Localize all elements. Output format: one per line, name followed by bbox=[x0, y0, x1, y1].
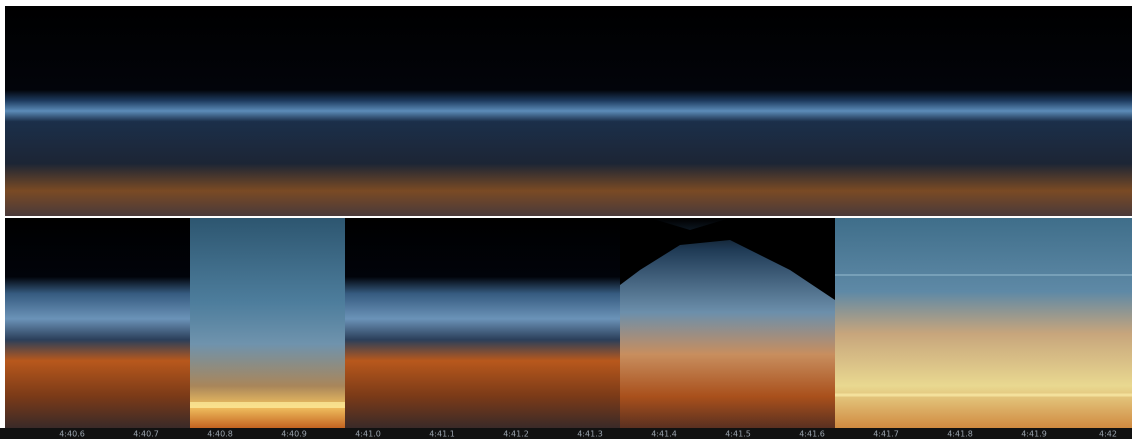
segment-shadow bbox=[620, 218, 835, 300]
time-label: 4:41.0 bbox=[355, 430, 381, 439]
time-label: 4:41.5 bbox=[725, 430, 751, 439]
time-label: 4:41.6 bbox=[799, 430, 825, 439]
time-label: 4:41.9 bbox=[1021, 430, 1047, 439]
segment bbox=[835, 218, 1132, 428]
timeline-bar bbox=[0, 428, 1132, 439]
time-label: 4:40.8 bbox=[207, 430, 233, 439]
segment bbox=[5, 218, 190, 428]
time-label: 4:41.8 bbox=[947, 430, 973, 439]
time-label: 4:41.4 bbox=[651, 430, 677, 439]
segment bbox=[190, 218, 345, 428]
bottom-spectrogram bbox=[5, 218, 1132, 428]
timeline: 4:40.6 4:40.7 4:40.8 4:40.9 4:41.0 4:41.1 4:41… bbox=[59, 430, 1117, 439]
time-label: 4:41.7 bbox=[873, 430, 899, 439]
time-label: 4:40.9 bbox=[281, 430, 307, 439]
time-label: 4:42 bbox=[1099, 430, 1117, 439]
time-label: 4:41.2 bbox=[503, 430, 529, 439]
time-label: 4:40.6 bbox=[59, 430, 85, 439]
top-spectrogram bbox=[5, 6, 1132, 216]
segment bbox=[345, 218, 620, 428]
time-label: 4:40.7 bbox=[133, 430, 159, 439]
time-label: 4:41.1 bbox=[429, 430, 455, 439]
time-label: 4:41.3 bbox=[577, 430, 603, 439]
